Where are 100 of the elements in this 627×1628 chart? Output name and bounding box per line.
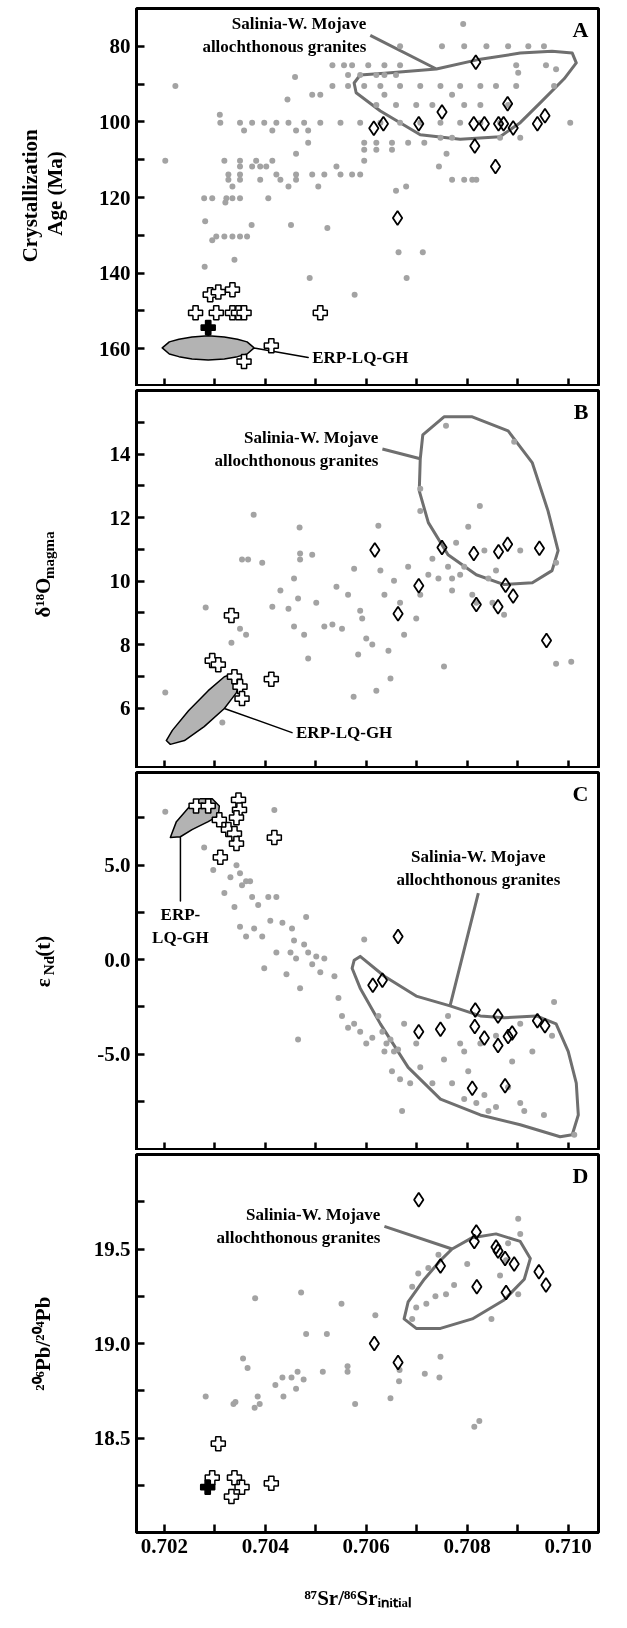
- point: [319, 1368, 326, 1375]
- point: [531, 1012, 543, 1029]
- point: [263, 337, 280, 354]
- point: [502, 1028, 514, 1045]
- point: [443, 1291, 450, 1298]
- point: [244, 1365, 251, 1372]
- point: [507, 588, 519, 604]
- point: [312, 305, 329, 321]
- point: [228, 809, 245, 826]
- x-tick-label: 0.704: [241, 1533, 290, 1558]
- point: [476, 1418, 483, 1424]
- y-tick-label: 80: [109, 34, 131, 59]
- point: [303, 1331, 310, 1338]
- point: [470, 54, 482, 71]
- point: [226, 1469, 243, 1486]
- point: [469, 1018, 481, 1035]
- point: [294, 1368, 301, 1375]
- point: [409, 1315, 416, 1322]
- x-tick-label: 0.710: [544, 1533, 592, 1558]
- point: [228, 835, 245, 852]
- annotation: Salinia-W. Mojave allochthonous granites: [214, 428, 379, 470]
- point: [470, 1224, 482, 1240]
- point: [256, 1400, 263, 1407]
- point: [499, 1250, 511, 1267]
- line-series: [350, 891, 580, 1139]
- point: [372, 1312, 379, 1319]
- y-axis-title: ²⁰⁶Pb/²⁰⁴Pb: [30, 1296, 55, 1391]
- y-tick-label: 19.5: [93, 1237, 131, 1261]
- annotation: ERP-LQ-GH: [296, 723, 393, 743]
- point: [492, 598, 504, 615]
- point: [531, 115, 543, 132]
- point: [497, 1272, 504, 1279]
- point: [200, 319, 216, 336]
- point: [391, 210, 404, 226]
- y-axis-title: εNd(t): [30, 935, 57, 988]
- point: [223, 607, 240, 624]
- point: [210, 656, 227, 673]
- point: [210, 1435, 227, 1452]
- annotation: Salinia-W. Mojave allochthonous granites: [202, 14, 367, 57]
- point: [471, 1278, 483, 1295]
- point: [413, 577, 425, 594]
- point: [540, 632, 553, 649]
- point: [252, 1295, 259, 1302]
- point: [436, 539, 448, 556]
- point: [392, 1354, 404, 1371]
- point: [392, 605, 404, 622]
- point: [508, 1256, 520, 1273]
- point: [413, 1191, 425, 1208]
- point: [451, 1281, 458, 1288]
- point: [234, 1479, 250, 1495]
- point: [468, 115, 480, 132]
- annotation: Salinia-W. Mojave allochthonous granites: [216, 1205, 381, 1248]
- point: [280, 1393, 287, 1400]
- point: [436, 104, 448, 120]
- x-tick-label: 0.702: [140, 1533, 188, 1558]
- point: [502, 536, 514, 553]
- point: [515, 1291, 522, 1298]
- point: [413, 115, 425, 132]
- point: [502, 95, 514, 112]
- point: [423, 1300, 430, 1307]
- y-tick-label: 0.0: [104, 947, 131, 972]
- point: [413, 1023, 425, 1040]
- point: [293, 1385, 300, 1392]
- point: [492, 1008, 504, 1024]
- point: [236, 353, 252, 370]
- point: [488, 1315, 495, 1322]
- point: [223, 1488, 240, 1505]
- point: [466, 1080, 478, 1097]
- point: [387, 1395, 394, 1402]
- point: [437, 1353, 444, 1360]
- point: [478, 115, 490, 132]
- point: [392, 928, 404, 945]
- point: [288, 1374, 295, 1381]
- point: [432, 1293, 439, 1300]
- point: [272, 1382, 279, 1389]
- point: [224, 281, 241, 298]
- point: [208, 305, 225, 321]
- point: [470, 596, 482, 613]
- point: [200, 798, 216, 814]
- point: [468, 545, 480, 562]
- annotation: ERP-LQ-GH: [312, 347, 409, 367]
- point: [539, 107, 551, 124]
- point: [492, 1037, 504, 1054]
- point: [533, 540, 545, 557]
- point: [368, 1335, 380, 1352]
- point: [323, 1331, 330, 1338]
- point: [500, 577, 512, 594]
- x-tick-label: 0.708: [443, 1533, 491, 1558]
- y-tick-label: 10: [109, 569, 131, 594]
- annotation: Salinia-W. Mojave allochthonous granites: [396, 847, 561, 890]
- point: [376, 972, 388, 989]
- point: [396, 1378, 403, 1385]
- y-tick-label: 6: [120, 696, 131, 721]
- line-series: [382, 1224, 532, 1330]
- point: [240, 1355, 247, 1362]
- y-tick-label: 12: [109, 505, 131, 530]
- point: [492, 115, 505, 132]
- point: [498, 115, 510, 132]
- y-tick-label: 14: [109, 442, 131, 467]
- point: [489, 158, 502, 175]
